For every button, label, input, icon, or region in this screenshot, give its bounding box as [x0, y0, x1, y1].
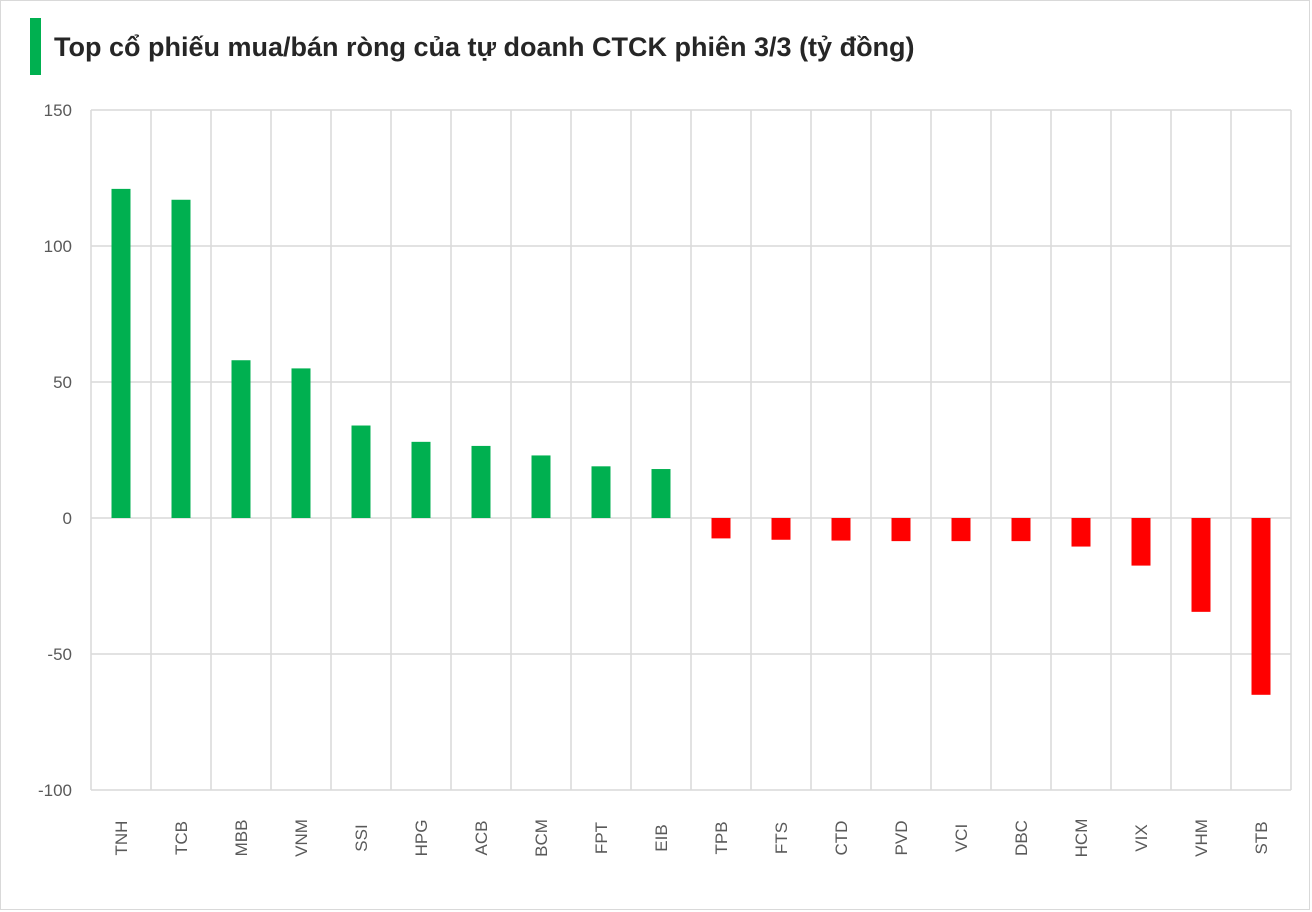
x-tick-label-eib: EIB	[652, 824, 671, 851]
bar-ssi	[351, 425, 371, 518]
y-tick-label: -50	[47, 645, 72, 664]
x-tick-label-stb: STB	[1252, 821, 1271, 854]
x-tick-label-acb: ACB	[472, 821, 491, 856]
x-tick-label-vnm: VNM	[292, 819, 311, 857]
x-tick-label-vix: VIX	[1132, 824, 1151, 851]
bar-hcm	[1071, 518, 1091, 547]
bar-tpb	[711, 518, 731, 539]
y-tick-label: 50	[53, 373, 72, 392]
chart-title: Top cổ phiếu mua/bán ròng của tự doanh C…	[54, 32, 915, 62]
x-tick-label-tcb: TCB	[172, 821, 191, 855]
bar-vnm	[291, 368, 311, 518]
label-layer: 150 100 50 0 -50 -100 TNH TCB MBB VNM SSI HPG ACB BCM…	[38, 101, 1271, 857]
bar-tnh	[111, 188, 131, 518]
x-tick-label-hcm: HCM	[1072, 819, 1091, 858]
x-tick-label-pvd: PVD	[892, 821, 911, 856]
x-tick-label-hpg: HPG	[412, 820, 431, 857]
bar-fts	[771, 518, 791, 540]
x-tick-label-dbc: DBC	[1012, 820, 1031, 856]
y-tick-label: 0	[63, 509, 72, 528]
x-tick-label-fts: FTS	[772, 822, 791, 854]
y-tick-label: 150	[44, 101, 72, 120]
bar-fpt	[591, 466, 611, 518]
bar-bcm	[531, 455, 551, 518]
x-tick-label-vhm: VHM	[1192, 819, 1211, 857]
x-tick-label-mbb: MBB	[232, 820, 251, 857]
bar-vhm	[1191, 518, 1211, 612]
y-tick-label: -100	[38, 781, 72, 800]
bar-eib	[651, 469, 671, 518]
bar-dbc	[1011, 518, 1031, 542]
bar-pvd	[891, 518, 911, 542]
x-tick-label-fpt: FPT	[592, 822, 611, 854]
x-tick-label-vci: VCI	[952, 824, 971, 852]
bar-layer	[111, 188, 1271, 695]
bar-ctd	[831, 518, 851, 541]
x-tick-label-tpb: TPB	[712, 821, 731, 854]
bar-tcb	[171, 199, 191, 518]
bar-stb	[1251, 518, 1271, 695]
title-accent-bar	[30, 18, 41, 75]
bar-hpg	[411, 441, 431, 518]
bar-vci	[951, 518, 971, 542]
x-tick-label-ctd: CTD	[832, 821, 851, 856]
bar-vix	[1131, 518, 1151, 566]
y-tick-label: 100	[44, 237, 72, 256]
x-tick-label-tnh: TNH	[112, 821, 131, 856]
grid-layer	[90, 109, 1292, 791]
x-tick-label-bcm: BCM	[532, 819, 551, 857]
x-tick-label-ssi: SSI	[352, 824, 371, 851]
bar-mbb	[231, 360, 251, 518]
bar-acb	[471, 445, 491, 518]
